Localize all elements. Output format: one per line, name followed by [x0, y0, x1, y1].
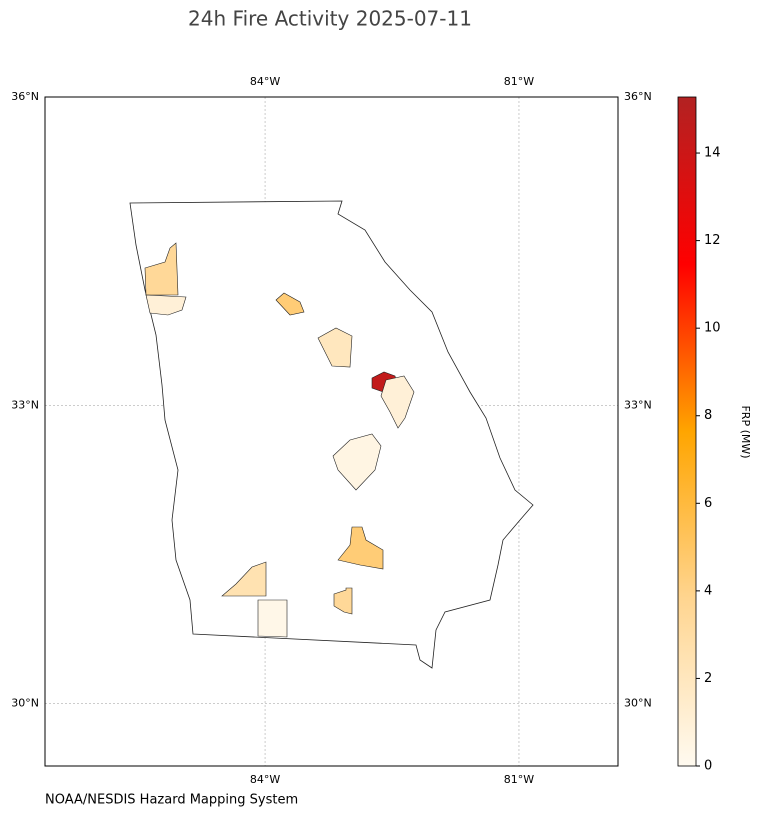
- x-tick-label: 81°W: [504, 773, 534, 786]
- colorbar-tick-label: 14: [704, 146, 721, 161]
- county-fire: [257, 599, 288, 638]
- y-tick-label: 30°N: [624, 697, 652, 710]
- x-tick-label: 81°W: [504, 75, 534, 88]
- colorbar-tick-label: 8: [704, 408, 712, 423]
- colorbar-tick-label: 0: [704, 759, 712, 774]
- map-frame: [44, 96, 619, 767]
- colorbar-tick-label: 10: [704, 321, 721, 336]
- colorbar-tick-label: 4: [704, 583, 712, 598]
- x-tick-label: 84°W: [250, 75, 280, 88]
- state-outline: [129, 200, 534, 669]
- county-fire: [275, 292, 305, 316]
- colorbar-label: FRP (MW): [739, 405, 752, 458]
- y-tick-label: 36°N: [11, 90, 39, 103]
- colorbar-tick-label: 12: [704, 233, 721, 248]
- y-tick-label: 33°N: [624, 398, 652, 411]
- county-fire: [145, 294, 187, 316]
- y-tick-label: 36°N: [624, 90, 652, 103]
- colorbar: [677, 96, 697, 767]
- colorbar-tick-label: 2: [704, 671, 712, 686]
- map-title: 24h Fire Activity 2025-07-11: [188, 7, 472, 31]
- x-tick-label: 84°W: [250, 773, 280, 786]
- y-tick-label: 33°N: [11, 398, 39, 411]
- county-fire: [380, 375, 415, 429]
- county-fire: [333, 587, 353, 615]
- county-fire: [337, 526, 384, 570]
- county-fire: [221, 561, 267, 597]
- county-fire: [332, 433, 382, 491]
- county-fire: [317, 327, 353, 368]
- source-note: NOAA/NESDIS Hazard Mapping System: [45, 793, 298, 808]
- y-tick-label: 30°N: [11, 697, 39, 710]
- colorbar-tick-label: 6: [704, 496, 712, 511]
